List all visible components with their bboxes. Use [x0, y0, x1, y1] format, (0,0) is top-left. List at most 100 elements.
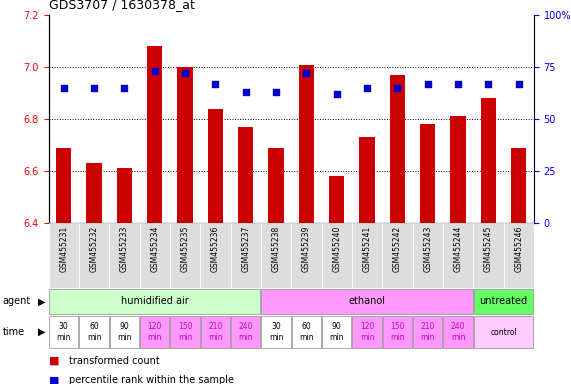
- Bar: [86, 163, 102, 223]
- Bar: [511, 147, 526, 223]
- Text: time: time: [3, 327, 25, 337]
- Point: [514, 81, 523, 87]
- Text: GSM455232: GSM455232: [90, 226, 99, 272]
- Point: [393, 85, 402, 91]
- Text: GSM455242: GSM455242: [393, 226, 402, 272]
- Point: [332, 91, 341, 97]
- Text: 210
min: 210 min: [420, 323, 435, 342]
- Bar: [383, 316, 412, 348]
- Bar: [79, 223, 109, 288]
- Text: percentile rank within the sample: percentile rank within the sample: [69, 375, 234, 384]
- Text: 120
min: 120 min: [360, 323, 375, 342]
- Text: 90
min: 90 min: [117, 323, 132, 342]
- Bar: [473, 223, 504, 288]
- Text: GSM455241: GSM455241: [363, 226, 372, 272]
- Bar: [79, 316, 108, 348]
- Text: GSM455236: GSM455236: [211, 226, 220, 272]
- Text: GDS3707 / 1630378_at: GDS3707 / 1630378_at: [49, 0, 194, 12]
- Bar: [208, 109, 223, 223]
- Text: GSM455238: GSM455238: [272, 226, 280, 272]
- Bar: [420, 124, 435, 223]
- Point: [453, 81, 463, 87]
- Text: agent: agent: [3, 296, 31, 306]
- Text: 150
min: 150 min: [178, 323, 192, 342]
- Point: [302, 70, 311, 76]
- Bar: [140, 316, 169, 348]
- Point: [120, 85, 129, 91]
- Text: GSM455244: GSM455244: [453, 226, 463, 272]
- Text: 30
min: 30 min: [57, 323, 71, 342]
- Point: [271, 89, 280, 95]
- Bar: [56, 147, 71, 223]
- Bar: [201, 316, 230, 348]
- Text: control: control: [490, 328, 517, 337]
- Bar: [109, 223, 139, 288]
- Bar: [322, 316, 351, 348]
- Text: GSM455243: GSM455243: [423, 226, 432, 272]
- Text: 240
min: 240 min: [239, 323, 253, 342]
- Text: 240
min: 240 min: [451, 323, 465, 342]
- Bar: [451, 116, 465, 223]
- Bar: [360, 137, 375, 223]
- Text: humidified air: humidified air: [121, 296, 188, 306]
- Bar: [170, 223, 200, 288]
- Bar: [352, 316, 381, 348]
- Text: ■: ■: [49, 356, 59, 366]
- Point: [180, 70, 190, 76]
- Text: 60
min: 60 min: [87, 323, 101, 342]
- Bar: [178, 67, 192, 223]
- Bar: [443, 223, 473, 288]
- Bar: [261, 223, 291, 288]
- Text: GSM455235: GSM455235: [180, 226, 190, 272]
- Bar: [474, 289, 533, 314]
- Bar: [231, 223, 261, 288]
- Bar: [262, 289, 473, 314]
- Point: [241, 89, 250, 95]
- Point: [90, 85, 99, 91]
- Text: 30
min: 30 min: [269, 323, 283, 342]
- Bar: [352, 223, 382, 288]
- Bar: [474, 316, 533, 348]
- Bar: [291, 223, 321, 288]
- Text: 210
min: 210 min: [208, 323, 223, 342]
- Text: GSM455240: GSM455240: [332, 226, 341, 272]
- Bar: [481, 98, 496, 223]
- Text: 150
min: 150 min: [390, 323, 405, 342]
- Bar: [49, 223, 79, 288]
- Bar: [413, 316, 443, 348]
- Text: transformed count: transformed count: [69, 356, 159, 366]
- Point: [423, 81, 432, 87]
- Bar: [200, 223, 231, 288]
- Text: ▶: ▶: [38, 296, 46, 306]
- Text: GSM455234: GSM455234: [150, 226, 159, 272]
- Text: GSM455246: GSM455246: [514, 226, 523, 272]
- Bar: [504, 223, 534, 288]
- Text: GSM455231: GSM455231: [59, 226, 68, 272]
- Text: ethanol: ethanol: [348, 296, 385, 306]
- Bar: [139, 223, 170, 288]
- Text: GSM455237: GSM455237: [241, 226, 250, 272]
- Bar: [292, 316, 321, 348]
- Bar: [321, 223, 352, 288]
- Bar: [268, 147, 284, 223]
- Bar: [231, 316, 260, 348]
- Bar: [390, 75, 405, 223]
- Bar: [110, 316, 139, 348]
- Bar: [117, 168, 132, 223]
- Bar: [49, 289, 260, 314]
- Text: untreated: untreated: [480, 296, 528, 306]
- Bar: [49, 316, 78, 348]
- Bar: [147, 46, 162, 223]
- Point: [363, 85, 372, 91]
- Text: GSM455239: GSM455239: [302, 226, 311, 272]
- Point: [59, 85, 69, 91]
- Text: 60
min: 60 min: [299, 323, 313, 342]
- Text: 90
min: 90 min: [329, 323, 344, 342]
- Bar: [171, 316, 200, 348]
- Bar: [382, 223, 412, 288]
- Bar: [444, 316, 473, 348]
- Text: ■: ■: [49, 375, 59, 384]
- Point: [484, 81, 493, 87]
- Point: [150, 68, 159, 74]
- Text: GSM455245: GSM455245: [484, 226, 493, 272]
